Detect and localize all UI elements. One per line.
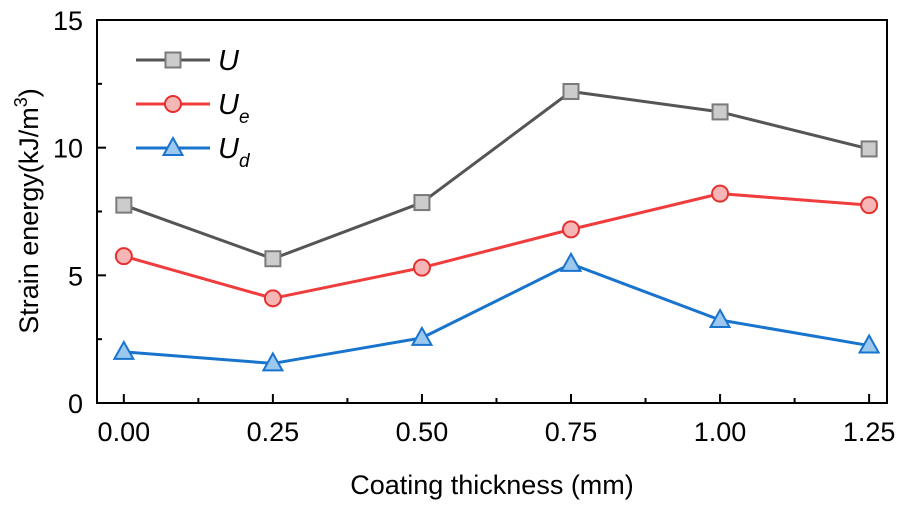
data-point	[860, 196, 879, 215]
data-point	[410, 325, 434, 346]
axis-ticks: 0.00 0.25 0.50 0.75 1.00 1.25 0 5 10 15	[53, 6, 895, 447]
data-point	[112, 339, 136, 360]
series-Ue	[114, 184, 879, 308]
legend-marker	[161, 135, 185, 156]
data-point	[263, 289, 282, 308]
series-Ud	[112, 251, 881, 372]
data-point	[860, 140, 878, 158]
legend-entry: Ue	[136, 89, 250, 128]
data-point	[708, 307, 732, 329]
data-point	[562, 220, 580, 239]
x-tick-label: 0.50	[396, 417, 449, 447]
data-point	[261, 351, 285, 372]
y-axis-label-sup: 3	[11, 97, 31, 107]
x-tick-label: 0.25	[247, 417, 300, 447]
plot-area	[96, 19, 888, 404]
legend-label-subscript: e	[239, 107, 250, 128]
legend-label-subscript: d	[239, 151, 251, 172]
legend-marker	[164, 95, 182, 113]
x-axis-label: Coating thickness (mm)	[350, 470, 634, 500]
y-tick-label: 5	[68, 261, 83, 291]
data-point	[711, 184, 730, 203]
legend-label-base: U	[218, 133, 240, 165]
plot-frame	[96, 19, 888, 404]
y-tick-label: 15	[53, 6, 83, 36]
data-point	[559, 251, 583, 272]
legend-label-base: U	[218, 45, 240, 77]
data-point	[711, 103, 729, 121]
data-point	[115, 196, 133, 214]
y-tick-label: 10	[53, 134, 83, 164]
series-line	[123, 89, 870, 261]
y-axis-label-main: Strain energy(kJ/m	[14, 107, 44, 334]
legend-marker	[164, 51, 182, 69]
data-point	[562, 82, 580, 100]
legend-entry: Ud	[136, 133, 251, 172]
y-axis-label-close: )	[14, 88, 44, 97]
y-tick-label: 0	[68, 389, 83, 419]
legend-entry: U	[136, 45, 240, 77]
data-point	[114, 247, 133, 266]
legend-label-base: U	[218, 89, 240, 121]
x-tick-label: 0.75	[545, 417, 598, 447]
data-point	[857, 333, 881, 354]
data-point	[412, 258, 431, 277]
legend-label: Ue	[218, 89, 250, 128]
legend-label: Ud	[218, 133, 251, 172]
legend-label: U	[218, 45, 240, 77]
series-layer	[112, 82, 881, 372]
data-point	[413, 194, 431, 212]
series-U	[115, 82, 878, 268]
y-axis-label: Strain energy(kJ/m3)	[11, 88, 44, 334]
x-tick-label: 0.00	[98, 417, 151, 447]
data-point	[264, 250, 282, 268]
x-tick-label: 1.25	[843, 417, 896, 447]
x-tick-label: 1.00	[694, 417, 747, 447]
series-line	[123, 262, 870, 365]
series-line	[123, 192, 870, 300]
